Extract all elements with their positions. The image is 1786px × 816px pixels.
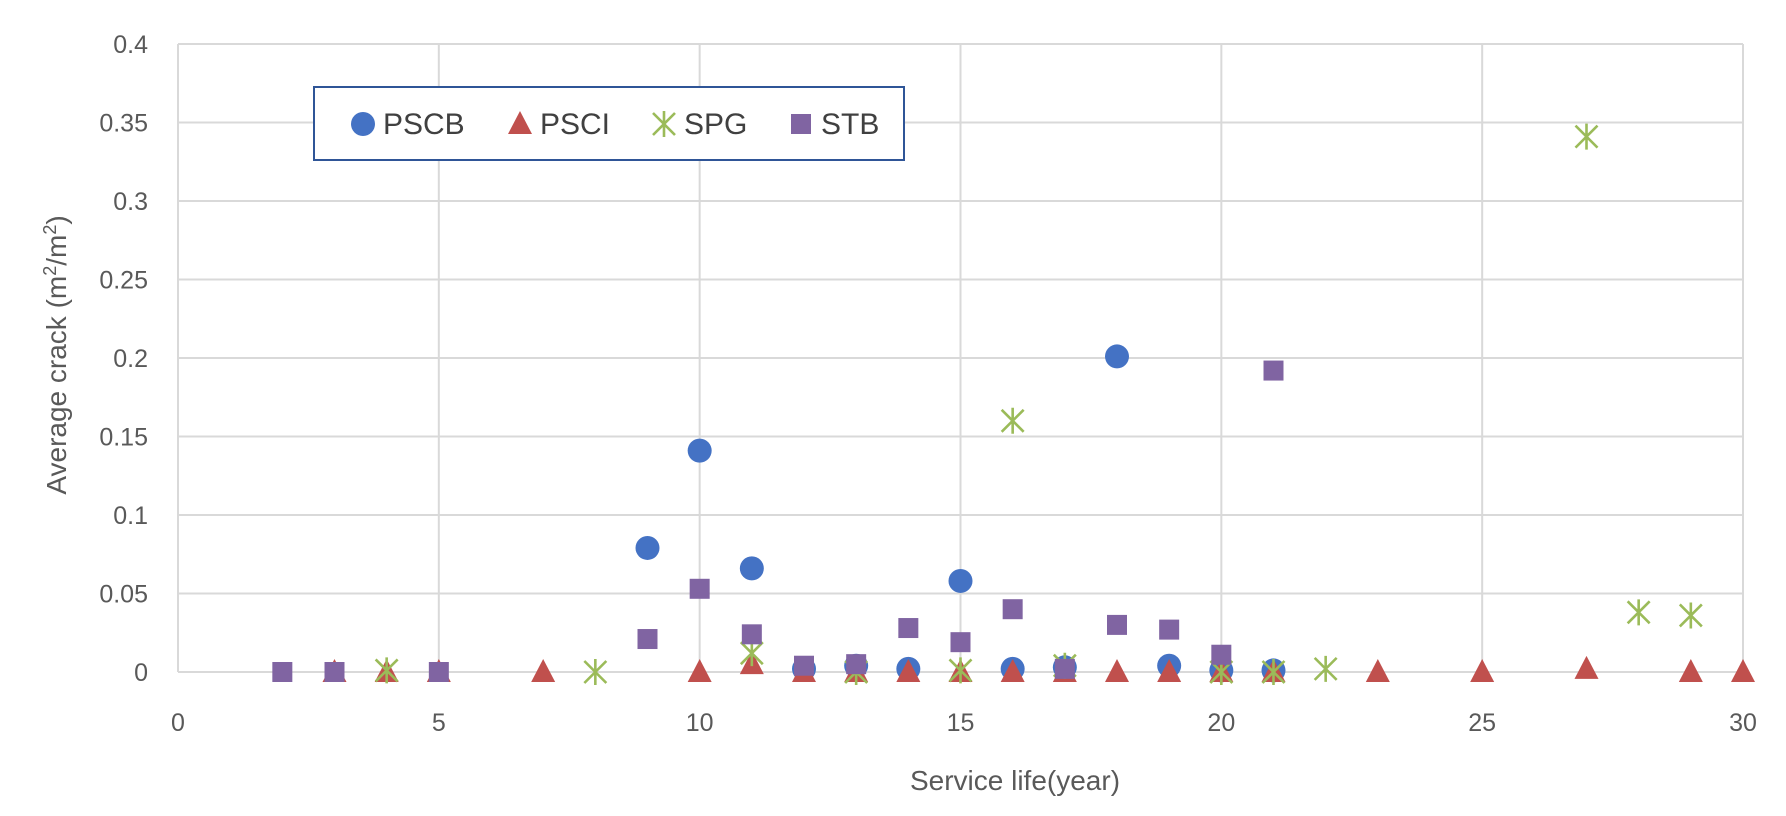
x-tick-label: 5 xyxy=(432,709,446,737)
stb-point xyxy=(741,624,762,645)
stb-point xyxy=(1263,360,1284,381)
pscb-point xyxy=(948,568,973,593)
spg-point xyxy=(583,659,608,685)
psci-point xyxy=(1731,659,1755,682)
y-tick-label: 0 xyxy=(134,659,148,687)
legend-item-psci: PSCI xyxy=(508,108,610,141)
legend-label-psci: PSCI xyxy=(540,108,610,141)
pscb-point xyxy=(1105,344,1129,369)
psci-point xyxy=(1678,659,1703,682)
stb-point xyxy=(846,654,867,675)
spg-point xyxy=(1000,407,1025,434)
series-spg xyxy=(374,123,1703,685)
y-axis-ticks: 0 0.05 0.1 0.15 0.2 0.25 0.3 0.35 0.4 xyxy=(99,31,148,687)
stb-point xyxy=(324,662,345,682)
x-tick-label: 20 xyxy=(1207,709,1235,737)
x-tick-label: 30 xyxy=(1729,709,1757,737)
data-points xyxy=(272,123,1755,685)
psci-point xyxy=(687,659,712,682)
psci-point xyxy=(1470,659,1495,682)
spg-point xyxy=(1313,655,1338,682)
spg-point xyxy=(374,657,399,684)
stb-point xyxy=(1054,658,1075,679)
x-tick-label: 0 xyxy=(171,709,185,737)
legend-label-stb: STB xyxy=(821,108,879,141)
stb-point xyxy=(689,578,710,599)
x-axis-ticks: 0 5 10 15 20 25 30 xyxy=(171,709,1757,737)
legend-label-spg: SPG xyxy=(684,108,747,141)
pscb-point xyxy=(739,556,764,581)
pscb-point xyxy=(687,438,712,463)
y-tick-label: 0.05 xyxy=(99,581,148,609)
y-tick-label: 0.1 xyxy=(113,502,148,530)
legend: PSCB PSCI SPG STB xyxy=(313,86,905,161)
legend-marker-psci xyxy=(508,111,532,134)
legend-item-pscb: PSCB xyxy=(351,108,465,141)
y-tick-label: 0.2 xyxy=(113,345,148,373)
psci-point xyxy=(531,659,556,682)
y-tick-label: 0.25 xyxy=(99,267,148,295)
legend-marker-spg xyxy=(652,111,676,137)
stb-point xyxy=(428,662,449,682)
psci-point xyxy=(1157,659,1182,682)
spg-point xyxy=(948,657,973,684)
x-axis-title: Service life(year) xyxy=(910,765,1120,796)
stb-point xyxy=(1107,614,1127,635)
y-tick-label: 0.35 xyxy=(99,110,148,138)
stb-point xyxy=(272,662,293,682)
y-tick-label: 0.4 xyxy=(113,31,148,59)
pscb-point xyxy=(635,535,660,560)
legend-marker-pscb xyxy=(351,112,375,136)
legend-item-spg: SPG xyxy=(652,108,747,141)
stb-point xyxy=(1159,619,1180,640)
psci-point xyxy=(1365,659,1390,682)
spg-point xyxy=(1261,659,1286,685)
legend-label-pscb: PSCB xyxy=(383,108,465,141)
psci-point xyxy=(1574,655,1599,679)
spg-point xyxy=(1678,602,1703,629)
legend-marker-stb xyxy=(791,114,811,134)
psci-point xyxy=(1000,659,1025,682)
stb-point xyxy=(1002,599,1023,620)
y-axis-title: Average crack (m2/m2) xyxy=(40,215,72,494)
stb-point xyxy=(898,618,919,639)
y-tick-label: 0.15 xyxy=(99,424,148,452)
stb-point xyxy=(950,632,971,653)
psci-point xyxy=(896,659,921,682)
series-psci xyxy=(322,651,1755,682)
legend-item-stb: STB xyxy=(791,108,879,141)
x-tick-label: 25 xyxy=(1468,709,1496,737)
x-tick-label: 15 xyxy=(947,709,975,737)
stb-point xyxy=(794,655,814,676)
stb-point xyxy=(1211,644,1232,665)
spg-point xyxy=(739,640,764,667)
spg-point xyxy=(1574,123,1599,150)
stb-point xyxy=(637,629,658,650)
series-stb xyxy=(272,360,1284,682)
y-tick-label: 0.3 xyxy=(113,188,148,216)
psci-point xyxy=(1105,659,1129,682)
x-tick-label: 10 xyxy=(686,709,714,737)
spg-point xyxy=(1626,599,1651,626)
